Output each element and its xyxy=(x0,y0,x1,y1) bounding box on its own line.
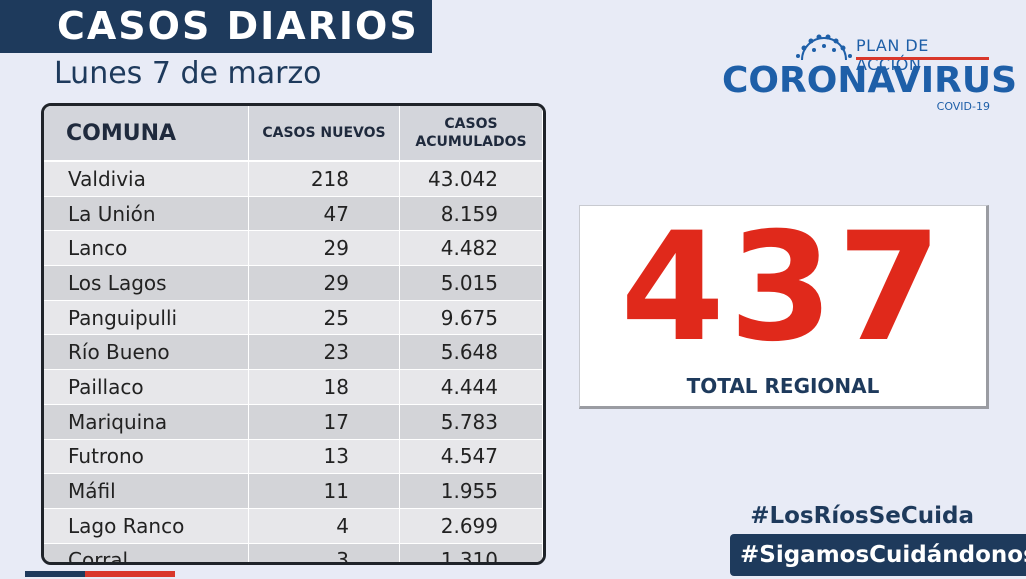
cell-comuna: Lago Ranco xyxy=(44,508,249,544)
table-row: Los Lagos 29 5.015 xyxy=(44,265,543,301)
hashtag-losrios: #LosRíosSeCuida xyxy=(750,503,974,529)
cell-casos-acumulados: 9.675 xyxy=(399,300,543,336)
cell-casos-acumulados: 4.482 xyxy=(399,230,543,267)
cell-casos-nuevos: 218 xyxy=(248,161,400,197)
header-comuna: COMUNA xyxy=(44,106,249,162)
cell-casos-nuevos: 23 xyxy=(248,334,400,371)
table-row: Lago Ranco 4 2.699 xyxy=(44,508,543,544)
table-header-row: COMUNA CASOS NUEVOS CASOS ACUMULADOS xyxy=(44,106,543,162)
hashtag-sigamos: #SigamosCuidándonos xyxy=(730,534,1026,576)
cell-casos-nuevos: 18 xyxy=(248,369,400,405)
virus-icon xyxy=(796,34,852,60)
cell-casos-acumulados: 5.783 xyxy=(399,404,543,440)
bottom-accent-red xyxy=(85,571,175,577)
table-row: Futrono 13 4.547 xyxy=(44,439,543,475)
cell-casos-nuevos: 4 xyxy=(248,508,400,544)
cell-casos-acumulados: 8.159 xyxy=(399,196,543,232)
logo-main-text: CORONAVIRUS xyxy=(722,60,1018,101)
cases-table: COMUNA CASOS NUEVOS CASOS ACUMULADOS Val… xyxy=(41,103,546,565)
table-row: Mariquina 17 5.783 xyxy=(44,404,543,440)
bottom-accent-blue xyxy=(25,571,85,577)
cell-casos-nuevos: 29 xyxy=(248,265,400,301)
page-title: CASOS DIARIOS xyxy=(0,0,432,53)
logo-red-line xyxy=(856,57,989,60)
table-row: Corral 3 1.310 xyxy=(44,543,543,562)
cell-casos-nuevos: 25 xyxy=(248,300,400,336)
table-row: Río Bueno 23 5.648 xyxy=(44,334,543,371)
cell-comuna: Paillaco xyxy=(44,369,249,405)
cell-casos-nuevos: 17 xyxy=(248,404,400,440)
cell-comuna: Corral xyxy=(44,543,249,562)
coronavirus-logo: PLAN DE ACCIÓN CORONAVIRUS COVID-19 xyxy=(722,30,1017,115)
cell-comuna: Río Bueno xyxy=(44,334,249,371)
header-casos-acumulados: CASOS ACUMULADOS xyxy=(399,106,543,162)
header-casos-nuevos: CASOS NUEVOS xyxy=(248,106,400,162)
table-row: La Unión 47 8.159 xyxy=(44,196,543,232)
total-regional-box: 437 TOTAL REGIONAL xyxy=(579,205,989,409)
cell-casos-acumulados: 5.648 xyxy=(399,334,543,371)
logo-sub-text: COVID-19 xyxy=(936,100,990,113)
table-row: Lanco 29 4.482 xyxy=(44,230,543,267)
cell-casos-nuevos: 3 xyxy=(248,543,400,562)
total-regional-value: 437 xyxy=(620,201,946,375)
cell-casos-acumulados: 1.310 xyxy=(399,543,543,562)
cell-comuna: Máfil xyxy=(44,473,249,509)
cell-casos-acumulados: 4.444 xyxy=(399,369,543,405)
cell-casos-acumulados: 1.955 xyxy=(399,473,543,509)
total-regional-label: TOTAL REGIONAL xyxy=(686,374,880,398)
cell-comuna: Mariquina xyxy=(44,404,249,440)
cell-casos-nuevos: 13 xyxy=(248,439,400,475)
cell-comuna: Los Lagos xyxy=(44,265,249,301)
cell-casos-nuevos: 11 xyxy=(248,473,400,509)
cell-comuna: Lanco xyxy=(44,230,249,267)
cell-comuna: La Unión xyxy=(44,196,249,232)
cell-casos-acumulados: 4.547 xyxy=(399,439,543,475)
cell-casos-acumulados: 2.699 xyxy=(399,508,543,544)
cell-casos-acumulados: 5.015 xyxy=(399,265,543,301)
cell-casos-acumulados: 43.042 xyxy=(399,161,543,197)
table-row: Valdivia 218 43.042 xyxy=(44,161,543,197)
table-row: Máfil 11 1.955 xyxy=(44,473,543,509)
cell-casos-nuevos: 29 xyxy=(248,230,400,267)
cell-comuna: Panguipulli xyxy=(44,300,249,336)
date-label: Lunes 7 de marzo xyxy=(54,56,322,91)
cell-casos-nuevos: 47 xyxy=(248,196,400,232)
cell-comuna: Futrono xyxy=(44,439,249,475)
cell-comuna: Valdivia xyxy=(44,161,249,197)
table-row: Panguipulli 25 9.675 xyxy=(44,300,543,336)
table-row: Paillaco 18 4.444 xyxy=(44,369,543,405)
